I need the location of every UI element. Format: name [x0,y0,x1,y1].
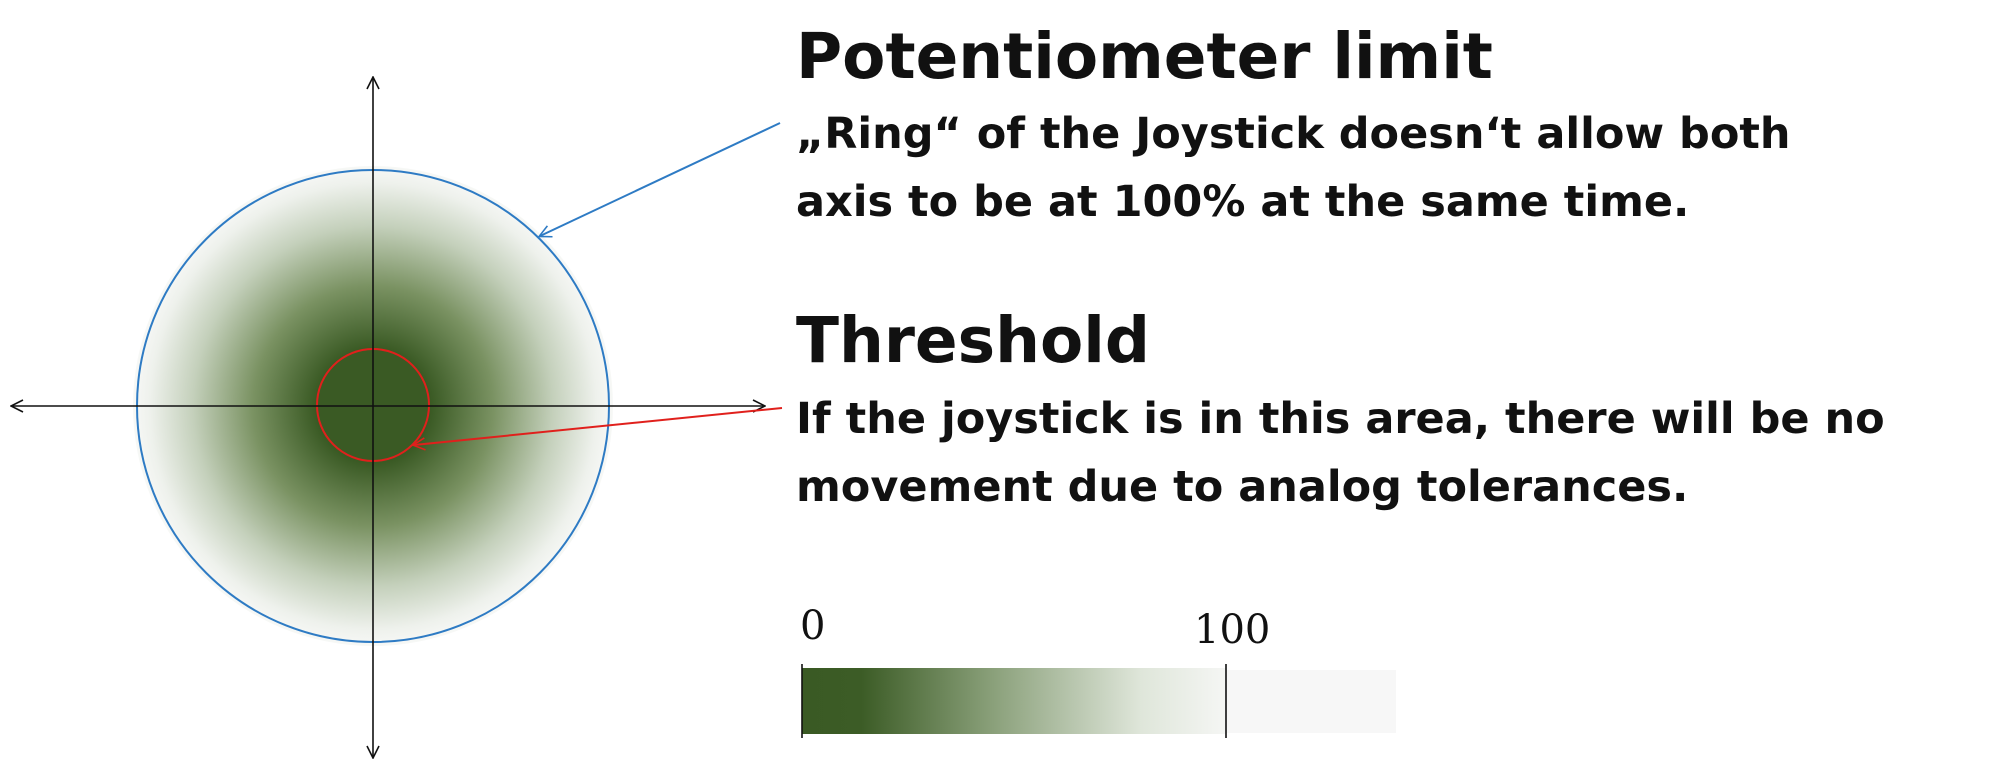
scale-min-label: 0 [800,603,826,649]
threshold-pointer [414,407,783,445]
threshold-title: Threshold [796,304,1150,377]
potentiometer-limit-description-line-2: axis to be at 100% at the same time. [796,177,1690,227]
scale-gradient-bar [802,668,1226,734]
scale-max-label: 100 [1194,607,1271,653]
scale-overflow-bar [1226,670,1396,733]
potentiometer-limit-description-line-1: „Ring“ of the Joystick doesn‘t allow bot… [796,109,1791,159]
potentiometer-limit-title: Potentiometer limit [796,20,1493,93]
threshold-description-line-1: If the joystick is in this area, there w… [796,394,1885,444]
threshold-description-line-2: movement due to analog tolerances. [796,462,1689,512]
potentiometer-limit-pointer [540,122,781,236]
